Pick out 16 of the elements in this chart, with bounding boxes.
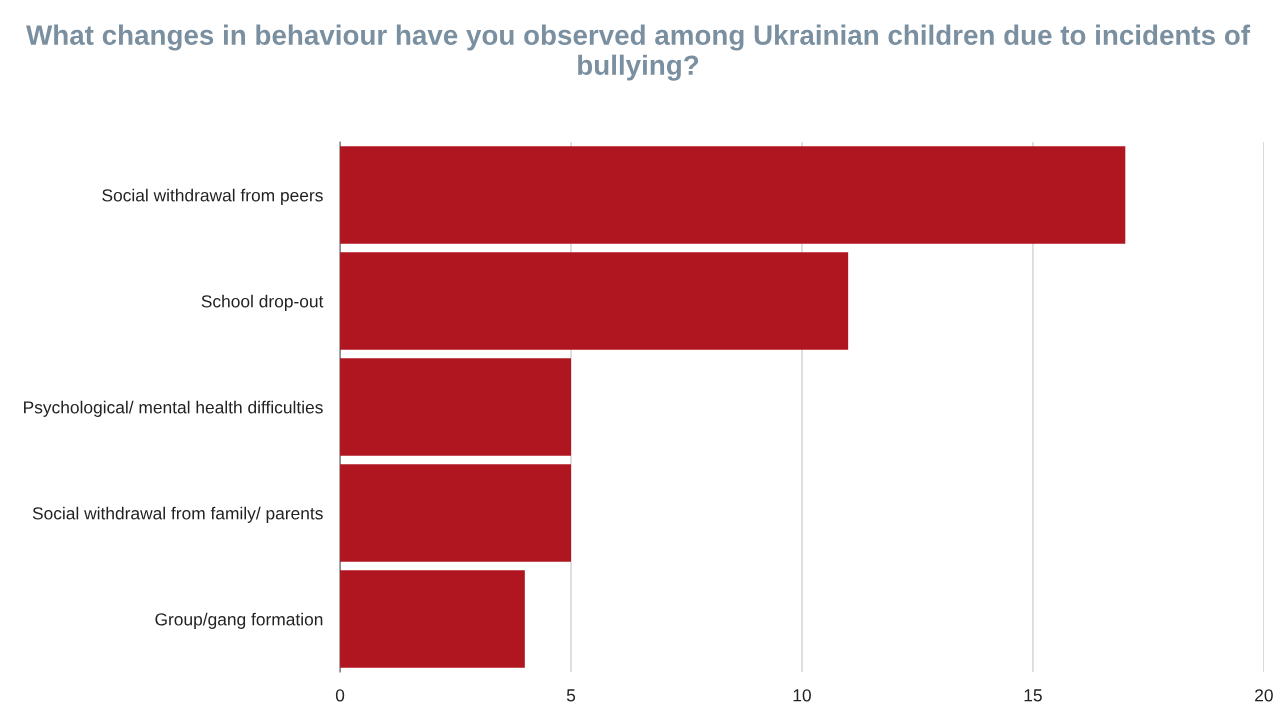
bar [340, 570, 525, 668]
y-tick-label: Social withdrawal from peers [102, 188, 323, 205]
chart-title: What changes in behaviour have you observed among Ukrainian children due to incidents of bullying? [26, 24, 1251, 81]
y-tick-label: School drop-out [201, 294, 324, 311]
x-tick-label: 5 [566, 689, 576, 702]
x-tick-label: 20 [1255, 689, 1273, 702]
x-tick-label: 0 [335, 689, 345, 702]
x-tick-label: 10 [793, 689, 811, 702]
bar [340, 358, 572, 456]
bar [340, 146, 1126, 244]
y-tick-label: Group/gang formation [155, 612, 323, 629]
bar [340, 252, 849, 350]
bar [340, 464, 572, 562]
y-tick-label: Social withdrawal from family/ parents [32, 506, 323, 523]
y-tick-label: Psychological/ mental health difficulties [24, 400, 323, 417]
x-tick-label: 15 [1024, 689, 1042, 702]
